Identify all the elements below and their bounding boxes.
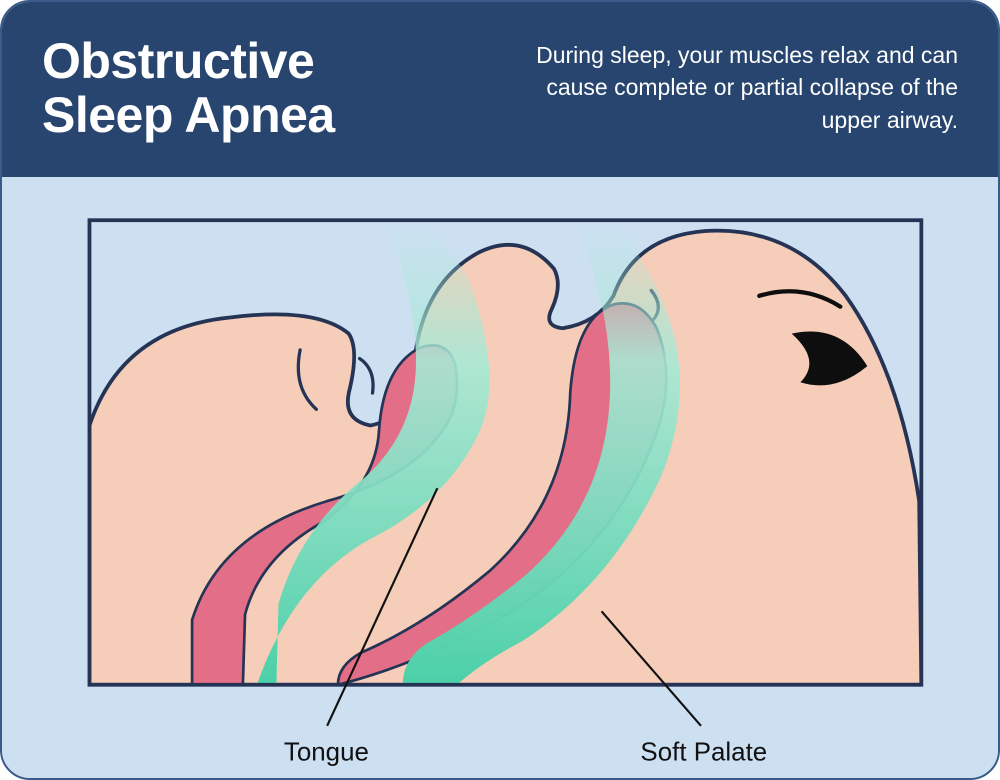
card-body: Tongue Soft Palate (2, 177, 998, 780)
card-header: ObstructiveSleep Apnea During sleep, you… (2, 2, 998, 177)
infographic-card: ObstructiveSleep Apnea During sleep, you… (0, 0, 1000, 780)
annotation-tongue: Tongue (284, 738, 369, 766)
annotation-soft_palate: Soft Palate (640, 738, 767, 766)
anatomy-diagram: Tongue Soft Palate (2, 177, 998, 780)
card-description: During sleep, your muscles relax and can… (518, 39, 958, 136)
card-title: ObstructiveSleep Apnea (42, 34, 335, 142)
